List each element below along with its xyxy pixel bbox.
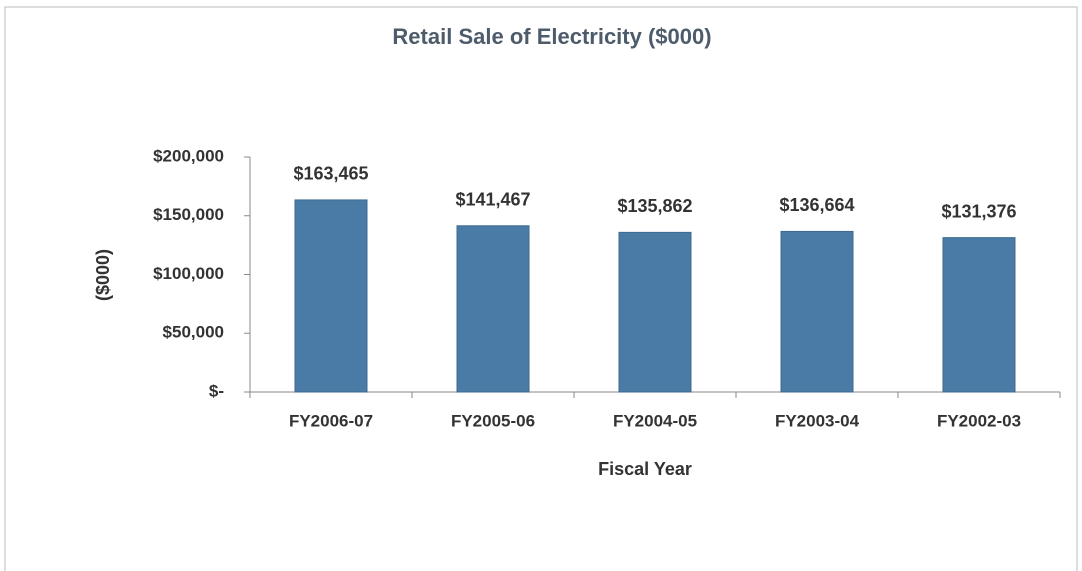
x-tick-label: FY2004-05 [613, 411, 697, 430]
value-label: $163,465 [293, 164, 368, 184]
y-tick-label: $50,000 [163, 323, 224, 342]
value-label: $135,862 [617, 196, 692, 216]
y-axis-label: ($000) [93, 249, 113, 301]
x-axis-label: Fiscal Year [598, 459, 692, 479]
y-tick-label: $- [209, 381, 224, 400]
y-tick-label: $150,000 [153, 205, 224, 224]
chart-frame [4, 6, 1078, 571]
x-tick-label: FY2002-03 [937, 411, 1021, 430]
value-label: $131,376 [941, 201, 1016, 221]
y-tick-label: $100,000 [153, 264, 224, 283]
bar [294, 199, 368, 393]
x-tick-label: FY2005-06 [451, 411, 535, 430]
bar [780, 230, 854, 393]
bar [618, 231, 692, 393]
bar [942, 237, 1016, 393]
y-tick-label: $200,000 [153, 146, 224, 165]
bar [456, 225, 530, 393]
value-label: $136,664 [779, 195, 854, 215]
chart-title: Retail Sale of Electricity ($000) [392, 24, 711, 49]
x-tick-label: FY2006-07 [289, 411, 373, 430]
x-tick-label: FY2003-04 [775, 411, 860, 430]
value-label: $141,467 [455, 190, 530, 210]
